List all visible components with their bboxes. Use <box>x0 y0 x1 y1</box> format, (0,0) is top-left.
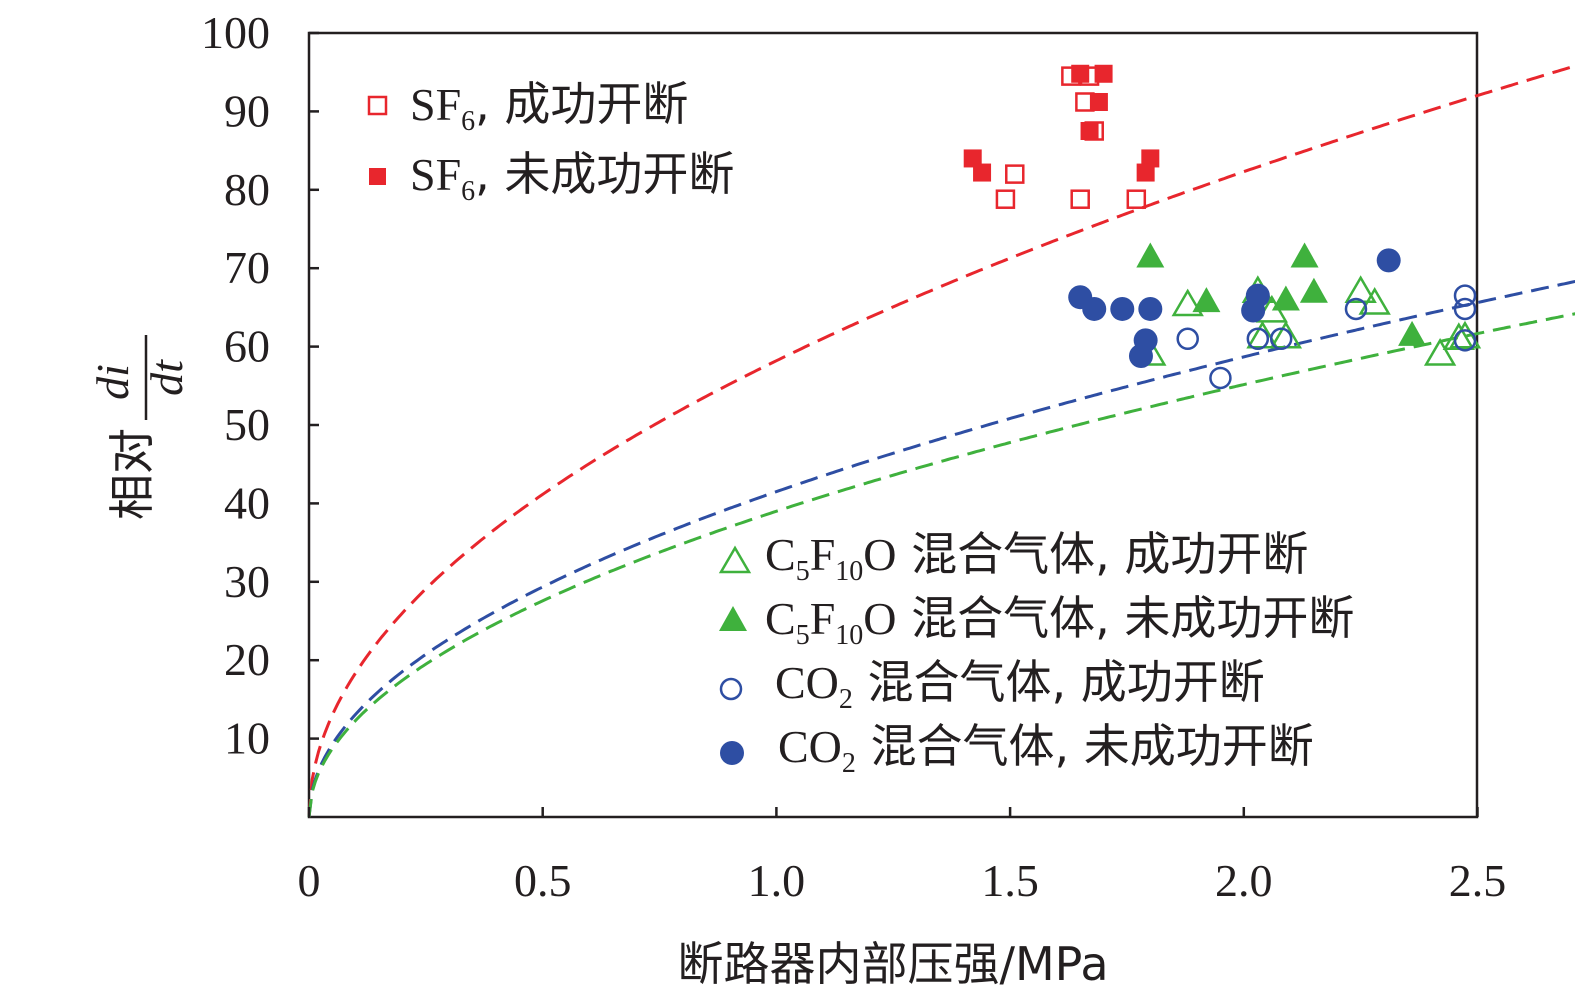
data-point-open-triangle <box>1171 288 1204 317</box>
data-point-open-triangle <box>1448 320 1482 349</box>
legend-upper: SF6, 成功开断 SF6, 未成功开断 <box>367 77 734 207</box>
data-point-filled-square <box>1071 64 1090 83</box>
data-point-filled-circle <box>1138 296 1163 321</box>
y-tick-label: 50 <box>224 399 270 450</box>
legend-marker-co2-fail <box>720 741 744 765</box>
legend-label-co2-fail: CO2 混合气体, 未成功开断 <box>778 719 1314 779</box>
data-point-open-circle <box>1453 297 1477 321</box>
data-points <box>963 64 1482 390</box>
data-point-filled-triangle <box>1398 320 1427 346</box>
data-point-filled-circle <box>1245 283 1270 308</box>
legend-marker-c5f10o-fail <box>719 606 747 631</box>
legend-marker-sf6-fail <box>369 168 386 185</box>
data-point-filled-circle <box>1082 296 1107 321</box>
data-point-open-circle <box>1344 297 1368 321</box>
y-axis-denominator: dt <box>141 359 192 396</box>
data-point-open-circle <box>1453 284 1477 307</box>
legend-label-sf6-fail: SF6, 未成功开断 <box>410 147 734 207</box>
y-tick-label: 60 <box>224 321 270 372</box>
y-axis-numerator: di <box>87 364 138 400</box>
y-tick-label: 80 <box>224 164 270 215</box>
data-point-filled-triangle <box>1271 285 1300 311</box>
fit-curves <box>307 64 1575 818</box>
data-point-filled-triangle <box>1299 277 1328 303</box>
legend-marker-sf6-success <box>367 95 388 116</box>
data-point-open-square <box>995 189 1016 209</box>
x-tick-label: 2.0 <box>1215 855 1273 906</box>
data-point-filled-circle <box>1110 296 1135 321</box>
data-point-open-triangle <box>1358 286 1391 315</box>
data-point-filled-square <box>1141 149 1160 168</box>
data-point-filled-circle <box>1376 248 1401 273</box>
data-point-filled-circle <box>1133 328 1158 353</box>
legend-label-c5f10o-fail: C5F10O 混合气体, 未成功开断 <box>765 591 1354 651</box>
data-point-open-triangle <box>1344 275 1377 303</box>
y-tick-label: 10 <box>224 713 270 764</box>
data-point-open-square <box>1005 164 1025 184</box>
data-point-filled-square <box>963 149 982 168</box>
data-point-open-circle <box>1209 366 1232 390</box>
axis-ticks: 0 0.5 1.0 1.5 2.0 2.5 10 20 30 40 50 60 70 80 90 100 <box>201 7 1506 906</box>
y-tick-label: 70 <box>224 242 270 293</box>
legend-label-c5f10o-success: C5F10O 混合气体, 成功开断 <box>765 527 1308 587</box>
data-point-open-square <box>1126 189 1147 209</box>
fit-curve <box>307 64 1575 818</box>
x-tick-label: 0 <box>298 855 321 906</box>
data-point-filled-square <box>1094 64 1113 83</box>
data-point-filled-triangle <box>1136 242 1165 268</box>
data-point-open-circle <box>1246 327 1270 351</box>
fit-curve <box>307 279 1575 818</box>
legend-lower: C5F10O 混合气体, 成功开断 C5F10O 混合气体, 未成功开断 CO2… <box>718 527 1354 779</box>
y-axis-title: 相对 di dt <box>87 335 192 520</box>
fit-curve <box>307 312 1575 818</box>
data-point-filled-triangle <box>1192 287 1221 313</box>
y-axis-prefix: 相对 <box>105 428 159 520</box>
data-point-open-square <box>1070 189 1090 209</box>
x-tick-label: 1.5 <box>981 855 1039 906</box>
data-point-filled-square <box>973 163 992 182</box>
x-axis-title: 断路器内部压强/MPa <box>677 937 1108 991</box>
y-tick-label: 40 <box>224 477 270 528</box>
data-point-filled-square <box>1089 92 1108 111</box>
y-tick-label: 20 <box>224 634 270 685</box>
data-point-open-circle <box>1269 327 1293 351</box>
y-tick-label: 100 <box>201 7 270 58</box>
y-tick-label: 90 <box>224 85 270 136</box>
y-tick-label: 30 <box>224 556 270 607</box>
data-point-filled-square <box>1080 122 1099 140</box>
legend-label-co2-success: CO2 混合气体, 成功开断 <box>775 655 1265 715</box>
x-tick-label: 1.0 <box>748 855 806 906</box>
x-tick-label: 2.5 <box>1449 855 1507 906</box>
legend-label-sf6-success: SF6, 成功开断 <box>410 77 688 137</box>
legend-marker-c5f10o-success <box>718 545 752 574</box>
data-point-open-circle <box>1176 327 1199 351</box>
data-point-filled-triangle <box>1290 242 1319 268</box>
data-point-open-triangle <box>1423 337 1457 366</box>
data-point-open-circle <box>1453 329 1477 352</box>
data-point-filled-square <box>1136 163 1155 182</box>
legend-marker-co2-success <box>719 677 743 701</box>
x-tick-label: 0.5 <box>514 855 572 906</box>
